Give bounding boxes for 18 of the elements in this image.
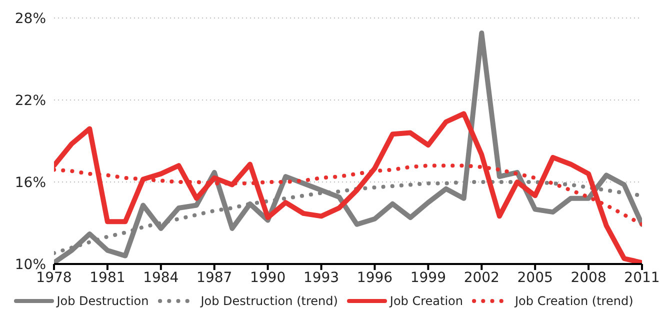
x-tick-label: 1990: [250, 270, 286, 286]
x-tick-label: 1999: [410, 270, 446, 286]
x-tick-label: 2008: [570, 270, 606, 286]
x-tick-label: 2002: [464, 270, 500, 286]
x-tick-label: 1981: [90, 270, 126, 286]
x-tick-label: 1996: [356, 270, 393, 286]
x-tick-label: 1987: [196, 270, 232, 286]
x-tick-label: 2005: [517, 270, 553, 286]
y-tick-label: 22%: [14, 92, 46, 109]
legend-label: Job Destruction (trend): [200, 294, 338, 308]
y-tick-label: 28%: [14, 10, 46, 27]
legend-label: Job Destruction: [56, 294, 149, 308]
x-tick-label: 2011: [624, 270, 660, 286]
x-tick-label: 1993: [303, 270, 340, 286]
legend-label: Job Creation: [390, 294, 464, 308]
y-tick-label: 16%: [14, 174, 46, 191]
x-tick-label: 1984: [143, 270, 179, 286]
legend-label: Job Creation (trend): [515, 294, 634, 308]
